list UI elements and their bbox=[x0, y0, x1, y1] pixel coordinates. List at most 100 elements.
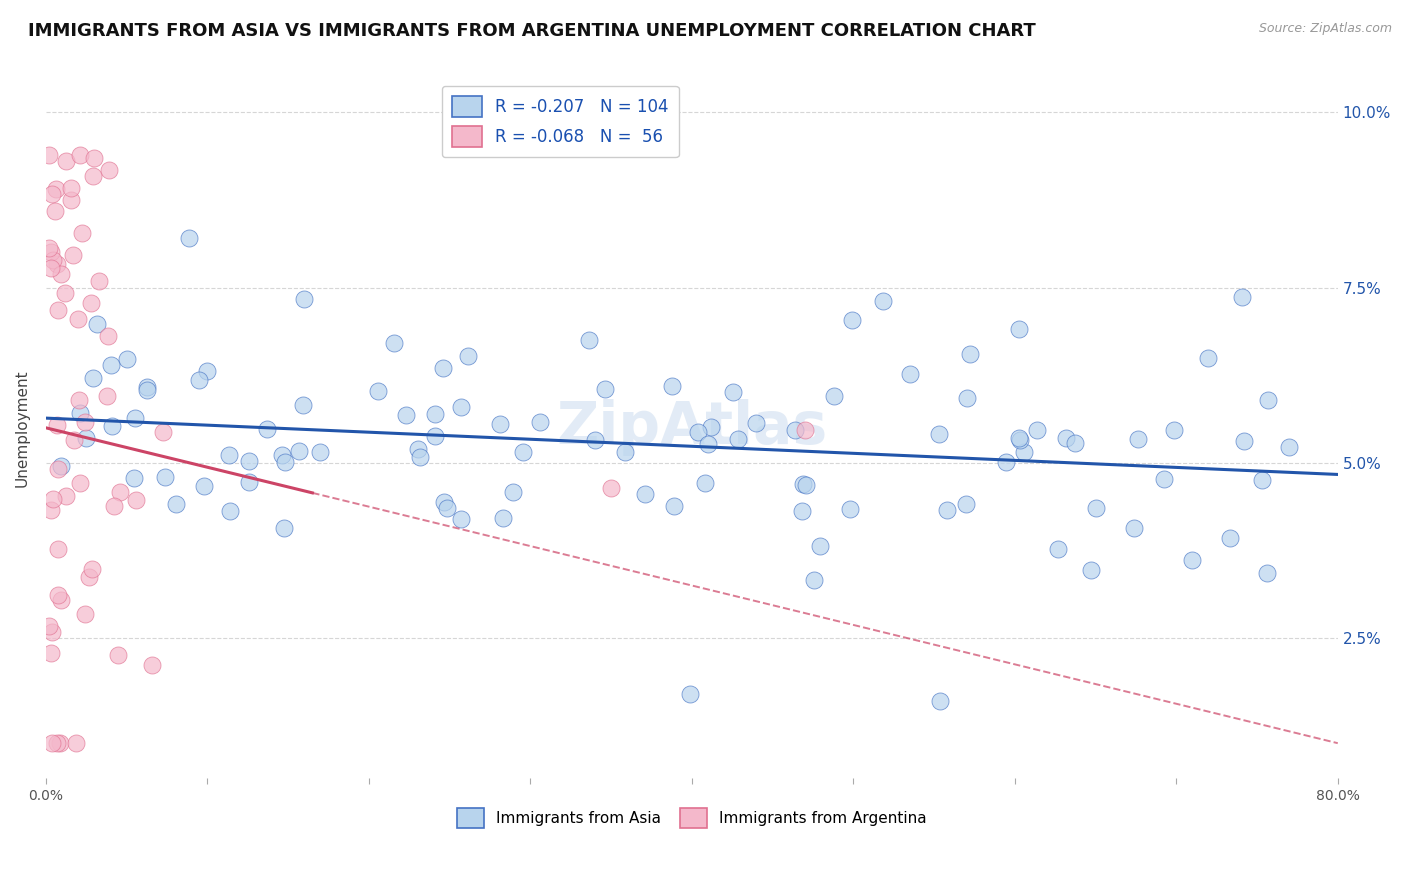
Point bbox=[841, 313, 863, 327]
Point bbox=[727, 432, 749, 446]
Point bbox=[218, 448, 240, 462]
Point bbox=[600, 481, 623, 495]
Point bbox=[77, 570, 100, 584]
Text: IMMIGRANTS FROM ASIA VS IMMIGRANTS FROM ARGENTINA UNEMPLOYMENT CORRELATION CHART: IMMIGRANTS FROM ASIA VS IMMIGRANTS FROM … bbox=[28, 22, 1036, 40]
Point bbox=[70, 226, 93, 240]
Point bbox=[512, 445, 534, 459]
Point bbox=[1197, 351, 1219, 365]
Point bbox=[1025, 423, 1047, 437]
Point bbox=[785, 424, 807, 438]
Point bbox=[219, 503, 242, 517]
Point bbox=[1054, 431, 1077, 445]
Point bbox=[59, 193, 82, 207]
Point bbox=[1257, 393, 1279, 408]
Point bbox=[41, 261, 63, 276]
Point bbox=[193, 479, 215, 493]
Point bbox=[721, 384, 744, 399]
Point bbox=[450, 512, 472, 526]
Point bbox=[69, 475, 91, 490]
Point bbox=[67, 393, 90, 408]
Point bbox=[793, 424, 815, 438]
Point bbox=[792, 476, 814, 491]
Point bbox=[578, 333, 600, 347]
Point bbox=[165, 497, 187, 511]
Point bbox=[101, 419, 124, 434]
Point bbox=[270, 448, 292, 462]
Point bbox=[928, 426, 950, 441]
Point bbox=[935, 503, 957, 517]
Point bbox=[1008, 322, 1031, 336]
Point bbox=[46, 736, 69, 750]
Point bbox=[423, 407, 446, 421]
Point bbox=[1163, 424, 1185, 438]
Point bbox=[122, 471, 145, 485]
Point bbox=[108, 484, 131, 499]
Point bbox=[41, 736, 63, 750]
Point bbox=[273, 521, 295, 535]
Point bbox=[55, 153, 77, 168]
Point bbox=[1123, 521, 1146, 535]
Point bbox=[46, 542, 69, 557]
Point bbox=[188, 373, 211, 387]
Point bbox=[1084, 501, 1107, 516]
Point bbox=[613, 445, 636, 459]
Point bbox=[792, 504, 814, 518]
Point bbox=[42, 253, 65, 268]
Point bbox=[1153, 472, 1175, 486]
Point bbox=[662, 499, 685, 513]
Point bbox=[292, 293, 315, 307]
Point bbox=[408, 442, 430, 457]
Point bbox=[53, 285, 76, 300]
Point bbox=[450, 400, 472, 414]
Point bbox=[135, 383, 157, 397]
Point bbox=[955, 497, 977, 511]
Point bbox=[823, 389, 845, 403]
Text: Source: ZipAtlas.com: Source: ZipAtlas.com bbox=[1258, 22, 1392, 36]
Point bbox=[124, 492, 146, 507]
Point bbox=[679, 687, 702, 701]
Point bbox=[69, 147, 91, 161]
Point bbox=[898, 368, 921, 382]
Point bbox=[238, 454, 260, 468]
Text: ZipAtlas: ZipAtlas bbox=[557, 400, 828, 457]
Point bbox=[436, 500, 458, 515]
Point bbox=[38, 147, 60, 161]
Point bbox=[49, 736, 72, 750]
Point bbox=[48, 302, 70, 317]
Point bbox=[959, 346, 981, 360]
Point bbox=[1010, 433, 1032, 447]
Point bbox=[1063, 436, 1085, 450]
Point bbox=[141, 658, 163, 673]
Point bbox=[82, 562, 104, 576]
Point bbox=[152, 425, 174, 439]
Point bbox=[82, 169, 104, 184]
Point bbox=[1008, 431, 1031, 445]
Legend: Immigrants from Asia, Immigrants from Argentina: Immigrants from Asia, Immigrants from Ar… bbox=[450, 802, 934, 834]
Point bbox=[73, 607, 96, 622]
Point bbox=[46, 417, 69, 432]
Point bbox=[38, 618, 60, 632]
Point bbox=[97, 163, 120, 178]
Point bbox=[1080, 563, 1102, 577]
Point bbox=[44, 204, 66, 219]
Point bbox=[75, 415, 97, 429]
Point bbox=[46, 588, 69, 602]
Point bbox=[86, 318, 108, 332]
Point bbox=[195, 364, 218, 378]
Point bbox=[1181, 553, 1204, 567]
Point bbox=[177, 230, 200, 244]
Point bbox=[491, 511, 513, 525]
Point bbox=[839, 502, 862, 516]
Point bbox=[457, 349, 479, 363]
Point bbox=[83, 151, 105, 165]
Point bbox=[583, 433, 606, 447]
Point bbox=[1233, 434, 1256, 449]
Point bbox=[872, 294, 894, 309]
Point bbox=[745, 416, 768, 430]
Point bbox=[1256, 566, 1278, 580]
Point bbox=[408, 450, 430, 464]
Point bbox=[1219, 531, 1241, 545]
Point bbox=[115, 351, 138, 366]
Point bbox=[39, 245, 62, 260]
Point bbox=[46, 462, 69, 476]
